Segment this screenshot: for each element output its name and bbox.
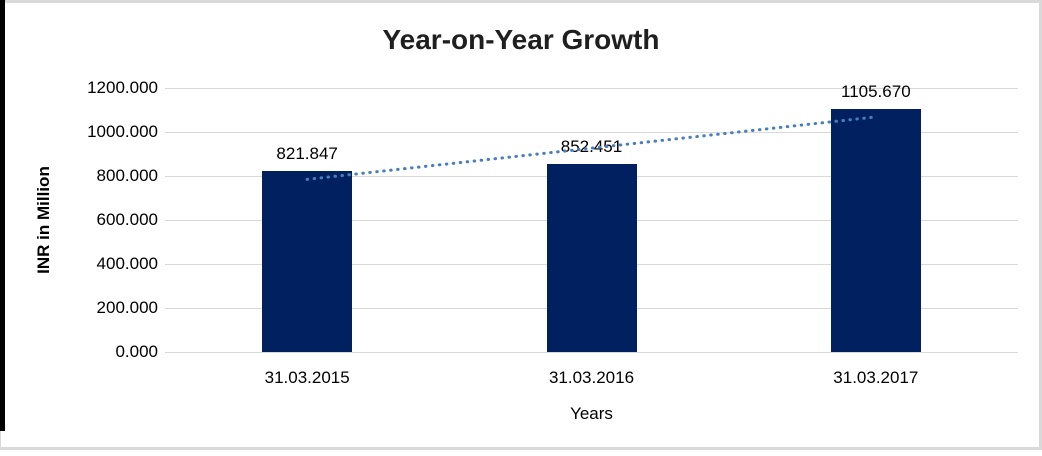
x-tick-label: 31.03.2016: [548, 368, 635, 387]
bar-31.03.2016: [546, 164, 637, 352]
x-axis-title: Years: [570, 404, 613, 423]
y-tick-label: 1200.000: [87, 78, 158, 97]
x-tick-label: 31.03.2015: [264, 368, 350, 387]
frame-border-right: [1039, 0, 1042, 450]
frame-border-bottom: [0, 447, 1042, 450]
plot-area: 821.847852.4511105.670: [165, 82, 1018, 353]
y-tick-label: 1000.000: [87, 122, 158, 141]
gridline: [165, 351, 1018, 353]
gridline: [165, 87, 1018, 89]
bar-31.03.2015: [262, 171, 353, 352]
y-tick-label: 0.000: [115, 342, 158, 361]
y-tick-label: 200.000: [96, 298, 158, 317]
left-edge-bar: [0, 0, 5, 431]
chart-title: Year-on-Year Growth: [382, 24, 660, 55]
frame-border-top: [0, 0, 1042, 3]
y-tick-label: 600.000: [96, 210, 158, 229]
gridline: [165, 131, 1018, 133]
y-tick-label: 400.000: [96, 254, 158, 273]
frame-border-left: [0, 431, 1, 448]
x-tick-label: 31.03.2017: [833, 368, 919, 387]
trendline: [305, 115, 878, 181]
bar-data-label: 1105.670: [841, 81, 911, 101]
y-tick-label: 800.000: [96, 166, 158, 185]
bar-31.03.2017: [830, 108, 921, 352]
bar-data-label: 821.847: [276, 144, 338, 164]
